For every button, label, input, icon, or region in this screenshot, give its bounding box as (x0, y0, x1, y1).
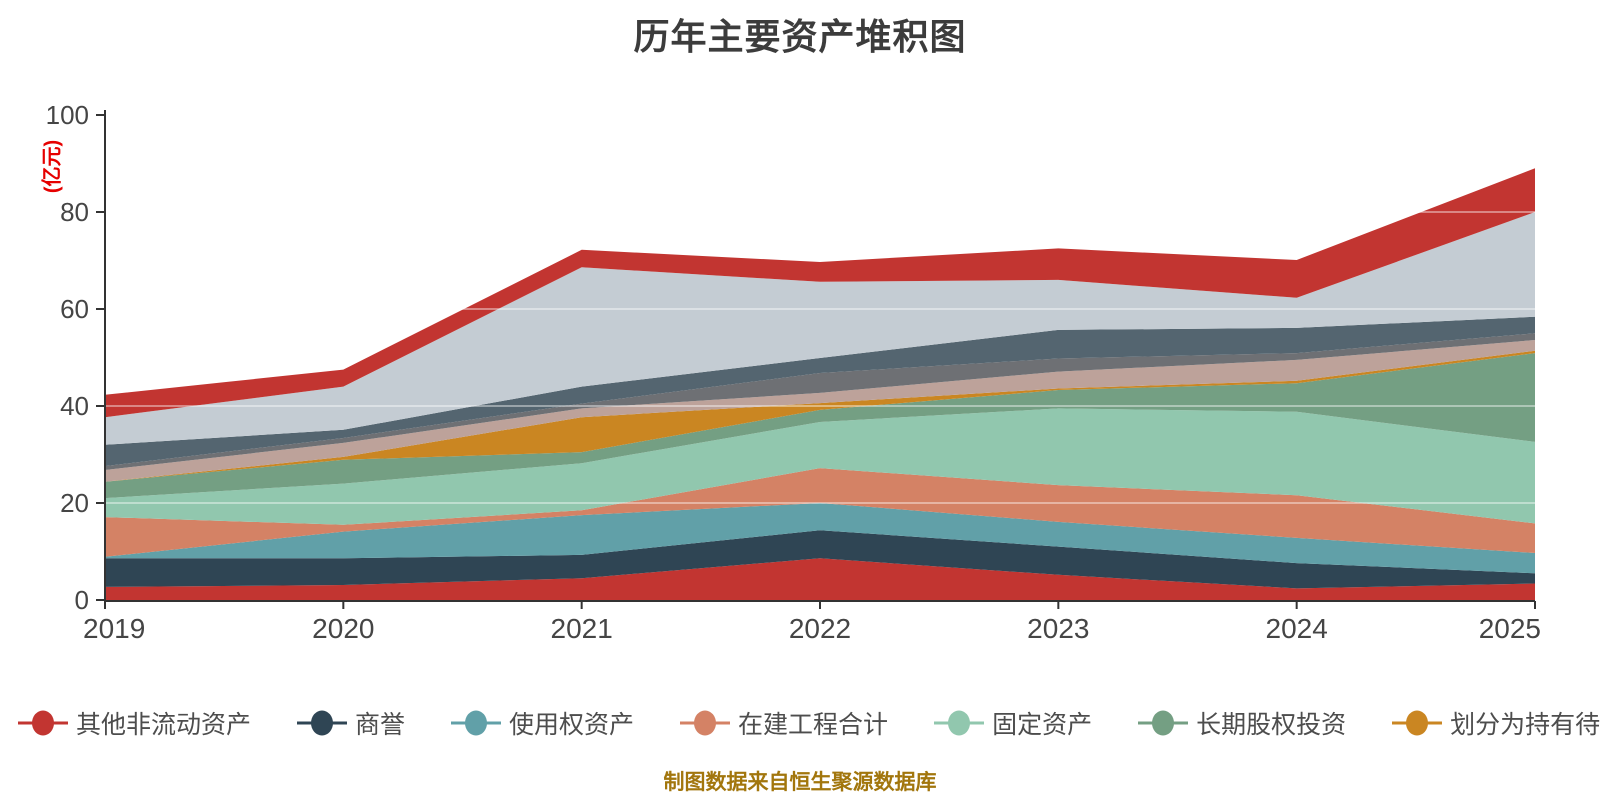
area-series-7-划分为持有待售的资[interactable] (105, 350, 1535, 482)
legend-marker-icon (18, 710, 68, 736)
legend-item-划分为持有待售的资[interactable]: 划分为持有待售的资 (1392, 705, 1600, 741)
legend-item-商誉[interactable]: 商誉 (297, 705, 405, 741)
legend-item-在建工程合计[interactable]: 在建工程合计 (680, 705, 888, 741)
area-series-5-固定资产[interactable] (105, 408, 1535, 525)
x-axis-label-2022: 2022 (789, 613, 851, 644)
stacked-area-chart[interactable]: 0 20 40 60 80 100 2019 2020 2021 2022 2023 2024 2025 (0, 0, 1600, 660)
legend-item-label: 商誉 (355, 711, 406, 739)
area-series-6-长期股权投资[interactable] (105, 353, 1535, 499)
area-series-11[interactable] (105, 212, 1535, 445)
x-axis-label-2021: 2021 (551, 613, 613, 644)
legend-item-label: 其他非流动资产 (76, 711, 252, 739)
area-series-9[interactable] (105, 333, 1535, 470)
legend-item-label: 在建工程合计 (738, 711, 889, 739)
legend-marker-icon (297, 710, 348, 736)
x-axis-label-2025: 2025 (1479, 613, 1541, 644)
legend: 其他非流动资产商誉使用权资产在建工程合计固定资产长期股权投资划分为持有待售的资 … (0, 700, 1600, 746)
legend-marker-icon (1392, 710, 1443, 736)
x-axis-label-2020: 2020 (312, 613, 374, 644)
area-series-4-在建工程合计[interactable] (105, 468, 1535, 557)
y-tick-label-0: 0 (75, 585, 89, 615)
chart-title: 历年主要资产堆积图 (633, 16, 967, 57)
y-tick-label-20: 20 (60, 488, 89, 518)
legend-item-使用权资产[interactable]: 使用权资产 (451, 705, 634, 741)
y-tick-label-80: 80 (60, 197, 89, 227)
area-series-2-商誉[interactable] (105, 530, 1535, 589)
x-axis-label-2019: 2019 (83, 613, 145, 644)
area-series-12[interactable] (105, 168, 1535, 418)
legend-item-固定资产[interactable]: 固定资产 (934, 705, 1092, 741)
y-tick-label-100: 100 (46, 100, 89, 130)
y-tick-label-40: 40 (60, 391, 89, 421)
legend-item-label: 使用权资产 (509, 711, 635, 739)
legend-item-label: 长期股权投资 (1196, 711, 1347, 739)
x-axis-label-2024: 2024 (1266, 613, 1328, 644)
legend-item-label: 固定资产 (992, 711, 1093, 739)
legend-marker-icon (451, 710, 502, 736)
x-axis-label-2023: 2023 (1027, 613, 1089, 644)
area-series-8[interactable] (105, 340, 1535, 482)
legend-marker-icon (680, 710, 731, 736)
area-series-1-其他非流动资产[interactable] (105, 558, 1535, 600)
area-series-3-使用权资产[interactable] (105, 503, 1535, 574)
area-series-10[interactable] (105, 316, 1535, 467)
legend-marker-icon (934, 710, 985, 736)
legend-item-长期股权投资[interactable]: 长期股权投资 (1138, 705, 1346, 741)
y-tick-label-60: 60 (60, 294, 89, 324)
legend-item-其他非流动资产[interactable]: 其他非流动资产 (18, 705, 251, 741)
legend-marker-icon (1138, 710, 1189, 736)
data-source-note: 制图数据来自恒生聚源数据库 (663, 771, 937, 794)
legend-item-label: 划分为持有待售的资 (1450, 711, 1600, 739)
